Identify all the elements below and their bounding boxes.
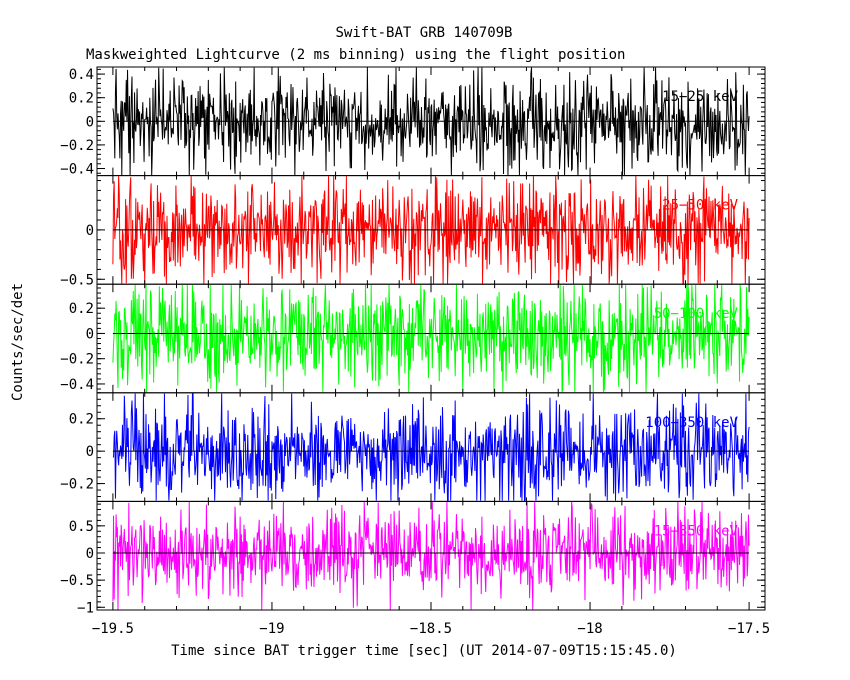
chart-subtitle: Maskweighted Lightcurve (2 ms binning) u… [86,47,625,63]
y-tick-label: −0.2 [60,352,94,368]
x-axis: −19.5 −19 −18.5 −18 −17.5 [92,621,770,637]
y-tick-label: −0.2 [60,477,94,493]
y-tick-label: 0.2 [69,91,94,107]
panel-2: 0 −0.5 25−50 keV [60,175,766,288]
series-line-3 [112,284,750,393]
band-label-5: 15−350 keV [654,523,739,539]
y-tick-label: 0 [86,326,94,342]
x-axis-label: Time since BAT trigger time [sec] (UT 20… [171,643,677,659]
series-line-2 [112,176,750,285]
x-tick-label: −17.5 [728,621,770,637]
y-tick-label: −1 [77,600,94,616]
y-tick-label: −0.5 [60,573,94,589]
y-tick-label: 0 [86,444,94,460]
y-tick-label: 0.2 [69,412,94,428]
panel-5: 0.5 0 −0.5 −1 15−350 keV [60,500,766,616]
series-line-1 [112,67,750,176]
series-line-5 [112,501,750,610]
y-tick-label: −0.2 [60,138,94,154]
y-tick-label: 0.2 [69,301,94,317]
x-tick-label: −19 [259,621,284,637]
band-label-4: 100−350 keV [645,415,738,431]
panel-1: 0.4 0.2 0 −0.2 −0.4 15−25 keV [60,66,766,178]
series-line-4 [112,393,750,502]
x-tick-label: −18 [577,621,602,637]
y-tick-label: −0.4 [60,162,94,178]
band-label-1: 15−25 keV [662,89,738,105]
x-tick-label: −18.5 [410,621,452,637]
y-axis-label: Counts/sec/det [10,283,26,401]
y-tick-label: 0 [86,114,94,130]
panel-3: 0.2 0 −0.2 −0.4 50−100 keV [60,283,766,394]
x-tick-label: −19.5 [92,621,134,637]
chart-title: Swift-BAT GRB 140709B [335,25,512,41]
band-label-3: 50−100 keV [654,306,739,322]
y-tick-label: 0.4 [69,67,94,83]
y-tick-label: 0 [86,546,94,562]
y-tick-label: 0 [86,223,94,239]
y-tick-label: −0.4 [60,377,94,393]
band-label-2: 25−50 keV [662,198,738,214]
y-tick-label: −0.5 [60,272,94,288]
panel-4: 0.2 0 −0.2 100−350 keV [60,392,766,502]
panels-group: 0.4 0.2 0 −0.2 −0.4 15−25 keV 0 −0.5 25−50 keV 0.… [60,66,766,616]
y-tick-label: 0.5 [69,519,94,535]
